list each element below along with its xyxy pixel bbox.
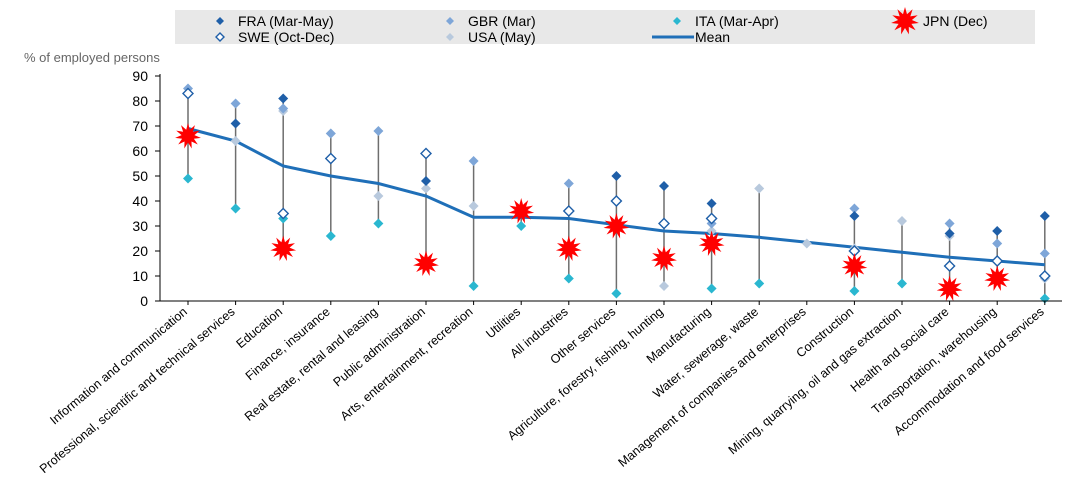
ita-point [706, 283, 717, 294]
legend-mean-label: Mean [695, 29, 730, 45]
y-tick-label: 80 [132, 93, 148, 109]
ita-point [516, 221, 527, 231]
y-axis-label: % of employed persons [24, 50, 160, 65]
jpn-point [651, 245, 677, 271]
usa-point [421, 183, 431, 194]
ita-point [325, 231, 336, 241]
data-points [175, 83, 1051, 304]
legend-usa-label: USA (May) [468, 29, 536, 45]
legend-ita-label: ITA (Mar-Apr) [695, 13, 779, 29]
usa-point [754, 183, 765, 194]
fra-point [849, 211, 860, 221]
fra-point [944, 228, 955, 239]
legend-jpn-swatch [891, 7, 919, 35]
fra-point [659, 181, 669, 191]
y-tick-label: 70 [132, 118, 148, 134]
jpn-point [555, 235, 582, 261]
legend-fra-swatch [216, 17, 224, 25]
swe-point [943, 260, 956, 272]
y-tick-label: 0 [140, 293, 148, 309]
legend-swe-label: SWE (Oct-Dec) [238, 29, 334, 45]
gbr-point [278, 103, 289, 114]
gbr-point [230, 98, 241, 109]
jpn-point [413, 250, 439, 276]
ita-point [849, 286, 860, 296]
jpn-point [508, 198, 535, 224]
jpn-point [270, 235, 297, 261]
legend-swe-swatch [215, 32, 225, 42]
legend-jpn-label: JPN (Dec) [923, 13, 988, 29]
fra-point [992, 226, 1003, 236]
swe-point [610, 195, 623, 207]
usa-point [801, 238, 812, 249]
jpn-point [984, 265, 1011, 291]
gbr-point [1039, 248, 1050, 259]
ita-point [754, 278, 765, 289]
y-tick-label: 10 [132, 268, 148, 284]
legend: FRA (Mar-May) GBR (Mar) ITA (Mar-Apr) JPN (… [215, 7, 988, 45]
fra-point [278, 93, 289, 104]
y-tick-label: 20 [132, 243, 148, 259]
y-tick-label: 40 [132, 193, 148, 209]
fra-point [611, 171, 622, 181]
legend-gbr-label: GBR (Mar) [468, 13, 536, 29]
legend-fra-label: FRA (Mar-May) [238, 13, 334, 29]
gbr-point [563, 178, 574, 189]
ita-point [373, 218, 384, 229]
fra-point [706, 198, 717, 209]
legend-box [175, 10, 1035, 44]
usa-point [230, 136, 241, 146]
gbr-point [992, 238, 1003, 249]
jpn-point [175, 123, 201, 149]
swe-point [277, 207, 290, 220]
gbr-point [325, 128, 336, 139]
ita-point [897, 278, 907, 289]
swe-point [562, 205, 575, 217]
jpn-point [698, 230, 725, 256]
y-tick-label: 30 [132, 218, 148, 234]
ita-point [183, 173, 193, 184]
y-tick-label: 60 [132, 143, 148, 159]
swe-point [705, 212, 718, 225]
legend-ita-swatch [673, 17, 681, 25]
y-tick-label: 50 [132, 168, 148, 184]
swe-point [420, 147, 432, 160]
usa-point [659, 281, 669, 291]
usa-point [468, 201, 479, 211]
swe-point [324, 152, 337, 165]
gbr-point [373, 126, 384, 136]
fra-point [230, 118, 241, 129]
legend-usa-swatch [446, 33, 454, 41]
ita-point [611, 288, 622, 299]
jpn-point [841, 253, 868, 279]
swe-point [182, 87, 194, 100]
jpn-point [603, 213, 630, 239]
fra-point [1039, 211, 1050, 221]
y-tick-label: 90 [132, 68, 148, 84]
gbr-point [944, 218, 955, 229]
gbr-point [468, 156, 479, 166]
legend-gbr-swatch [446, 17, 454, 25]
fra-point [421, 176, 431, 186]
usa-point [373, 191, 384, 201]
gbr-point [849, 203, 860, 214]
ita-point [468, 281, 479, 291]
usa-point [897, 216, 907, 226]
swe-point [658, 217, 670, 230]
swe-point [1038, 270, 1051, 282]
jpn-point [936, 275, 963, 301]
ita-point [230, 203, 241, 214]
ita-point [563, 273, 574, 284]
